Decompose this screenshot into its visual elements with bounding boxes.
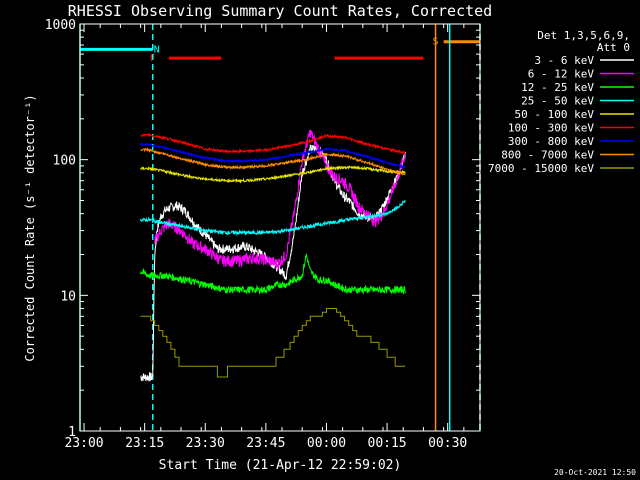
legend-header-line-2: Att 0 (597, 41, 630, 54)
legend-label: 50 - 100 keV (515, 108, 595, 121)
x-axis-label: Start Time (21-Apr-12 22:59:02) (159, 458, 402, 473)
series-line (140, 253, 406, 295)
y-tick-label: 1000 (45, 18, 76, 33)
x-tick-label: 00:15 (368, 436, 407, 451)
y-axis-label: Corrected Count Rate (s⁻¹ detector⁻¹) (23, 94, 37, 361)
x-tick-label: 23:45 (246, 436, 285, 451)
flag-label-N: N (154, 44, 160, 55)
series-layer (140, 129, 406, 382)
y-tick-label: 100 (53, 154, 76, 169)
chart-title: RHESSI Observing Summary Count Rates, Co… (68, 2, 492, 20)
series-line (140, 200, 406, 236)
plot-frame (79, 23, 481, 432)
y-tick-label: 10 (60, 289, 76, 304)
y-tick-label: 1 (68, 425, 76, 440)
series-line (140, 141, 406, 169)
timestamp: 20-Oct-2021 12:50 (554, 468, 636, 477)
series-line (140, 308, 406, 378)
x-tick-label: 00:30 (428, 436, 467, 451)
legend-label: 800 - 7000 keV (501, 149, 594, 162)
x-tick-label: 23:00 (64, 436, 103, 451)
legend-label: 3 - 6 keV (534, 54, 594, 67)
x-tick-label: 23:30 (186, 436, 225, 451)
legend-label: 6 - 12 keV (528, 68, 595, 81)
series-line (140, 165, 406, 184)
legend-label: 300 - 800 keV (508, 135, 594, 148)
legend-label: 12 - 25 keV (521, 81, 594, 94)
legend-label: 7000 - 15000 keV (488, 162, 594, 175)
legend-label: 25 - 50 keV (521, 95, 594, 108)
legend-label: 100 - 300 keV (508, 122, 594, 135)
x-tick-label: 23:15 (125, 436, 164, 451)
legend-header-line-1: Det 1,3,5,6,9, (537, 29, 630, 42)
series-line (154, 129, 406, 271)
series-line (140, 146, 406, 176)
tick-layer: 23:00 23:15 23:30 23:45 00:00 00:15 00:30 1 10 10… (45, 18, 480, 451)
series-line (140, 133, 406, 155)
x-tick-label: 00:00 (307, 436, 346, 451)
